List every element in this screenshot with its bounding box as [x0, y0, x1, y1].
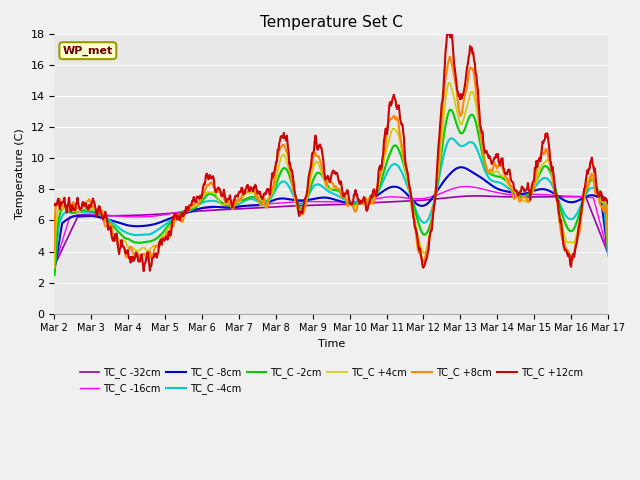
TC_C -2cm: [203, 192, 211, 198]
Line: TC_C -2cm: TC_C -2cm: [54, 110, 608, 275]
TC_C -2cm: [173, 213, 181, 219]
TC_C +12cm: [61, 195, 68, 201]
TC_C -8cm: [203, 204, 211, 210]
TC_C +12cm: [204, 172, 211, 178]
TC_C +4cm: [173, 216, 181, 221]
TC_C +12cm: [51, 203, 58, 208]
Line: TC_C -4cm: TC_C -4cm: [54, 138, 608, 273]
TC_C -32cm: [61, 242, 68, 248]
TC_C +4cm: [203, 190, 211, 196]
TC_C -4cm: [415, 214, 422, 219]
TC_C -8cm: [51, 267, 58, 273]
TC_C -4cm: [604, 251, 612, 257]
TC_C -8cm: [604, 250, 612, 255]
TC_C -2cm: [604, 248, 612, 254]
TC_C -32cm: [473, 193, 481, 199]
TC_C -2cm: [118, 232, 125, 238]
TC_C -2cm: [51, 272, 58, 278]
TC_C +4cm: [118, 239, 125, 244]
TC_C +8cm: [51, 247, 58, 253]
TC_C -2cm: [415, 221, 422, 227]
TC_C +12cm: [175, 213, 182, 219]
TC_C -16cm: [461, 184, 469, 190]
TC_C -4cm: [173, 213, 181, 218]
TC_C -8cm: [457, 164, 465, 170]
TC_C -16cm: [604, 250, 612, 256]
TC_C +12cm: [604, 200, 612, 206]
TC_C +12cm: [444, 31, 451, 37]
Line: TC_C -16cm: TC_C -16cm: [54, 187, 608, 266]
TC_C +4cm: [61, 205, 68, 211]
TC_C +12cm: [118, 237, 125, 243]
Line: TC_C -8cm: TC_C -8cm: [54, 167, 608, 270]
Text: WP_met: WP_met: [63, 46, 113, 56]
TC_C +8cm: [399, 147, 406, 153]
X-axis label: Time: Time: [317, 339, 345, 349]
Line: TC_C -32cm: TC_C -32cm: [54, 196, 608, 266]
Line: TC_C +12cm: TC_C +12cm: [54, 34, 608, 271]
TC_C -32cm: [399, 199, 406, 204]
TC_C -16cm: [399, 195, 406, 201]
TC_C -8cm: [173, 213, 181, 219]
TC_C -4cm: [61, 210, 68, 216]
TC_C -2cm: [446, 107, 454, 113]
TC_C +8cm: [415, 250, 422, 255]
TC_C -2cm: [61, 205, 68, 211]
TC_C -4cm: [118, 227, 125, 233]
TC_C +8cm: [604, 248, 612, 253]
TC_C +12cm: [415, 247, 423, 253]
TC_C +4cm: [399, 152, 406, 157]
Line: TC_C +4cm: TC_C +4cm: [54, 83, 608, 268]
TC_C +8cm: [61, 203, 68, 208]
Line: TC_C +8cm: TC_C +8cm: [54, 57, 608, 262]
TC_C -32cm: [118, 213, 125, 218]
TC_C -32cm: [173, 210, 181, 216]
TC_C -32cm: [203, 208, 211, 214]
Legend: TC_C -32cm, TC_C -16cm, TC_C -8cm, TC_C -4cm, TC_C -2cm, TC_C +4cm, TC_C +8cm, T: TC_C -32cm, TC_C -16cm, TC_C -8cm, TC_C …: [76, 363, 586, 398]
TC_C -4cm: [448, 135, 456, 141]
TC_C +4cm: [604, 253, 612, 259]
Title: Temperature Set C: Temperature Set C: [260, 15, 403, 30]
TC_C +8cm: [419, 259, 427, 265]
TC_C -2cm: [399, 157, 406, 163]
TC_C -16cm: [61, 231, 68, 237]
TC_C +4cm: [445, 80, 453, 86]
TC_C -32cm: [604, 251, 612, 256]
TC_C -32cm: [415, 198, 422, 204]
TC_C -16cm: [415, 196, 422, 202]
TC_C -4cm: [203, 198, 211, 204]
TC_C -4cm: [399, 170, 406, 176]
TC_C -4cm: [51, 270, 58, 276]
Y-axis label: Temperature (C): Temperature (C): [15, 129, 25, 219]
TC_C +4cm: [415, 236, 422, 241]
TC_C +12cm: [399, 129, 407, 135]
TC_C +12cm: [140, 268, 148, 274]
TC_C +8cm: [118, 243, 125, 249]
TC_C -8cm: [415, 202, 422, 208]
TC_C +8cm: [203, 182, 211, 188]
TC_C +8cm: [173, 213, 181, 218]
TC_C -16cm: [51, 264, 58, 269]
TC_C -8cm: [118, 221, 125, 227]
TC_C +8cm: [446, 54, 454, 60]
TC_C -16cm: [118, 214, 125, 219]
TC_C -8cm: [61, 218, 68, 224]
TC_C -8cm: [399, 187, 406, 193]
TC_C -16cm: [203, 205, 211, 211]
TC_C -16cm: [173, 209, 181, 215]
TC_C -32cm: [51, 263, 58, 269]
TC_C +4cm: [51, 265, 58, 271]
